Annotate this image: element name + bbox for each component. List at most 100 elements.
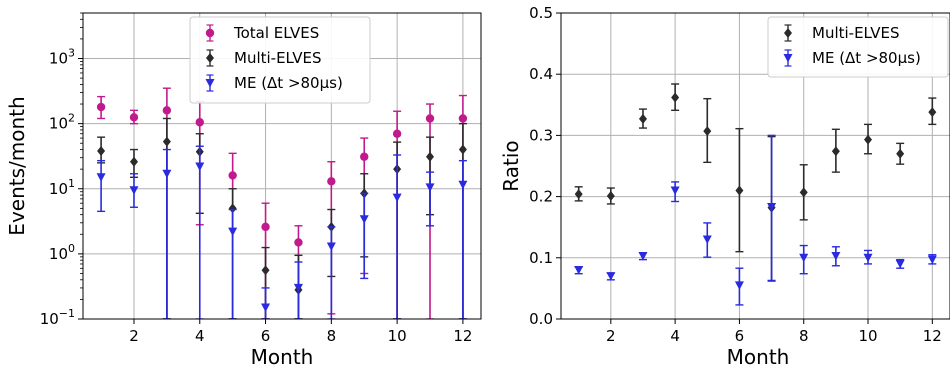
- right-axes-frame: [560, 12, 950, 320]
- right-series-1-point: [670, 186, 680, 195]
- right-series-0-point: [864, 134, 873, 145]
- left-series-2-point: [261, 303, 271, 313]
- right-series-0-point: [799, 187, 808, 198]
- left-x-tick-label: 12: [453, 327, 472, 345]
- left-series-2-point: [228, 227, 238, 237]
- right-y-axis-label: Ratio: [499, 140, 523, 191]
- right-series-0-point: [638, 113, 647, 124]
- left-series-0-point: [360, 152, 369, 161]
- right-series-0-point: [896, 148, 905, 159]
- right-y-tick-label: 0.3: [529, 126, 553, 144]
- right-series-1-point: [606, 272, 616, 281]
- left-x-tick-label: 8: [327, 327, 337, 345]
- left-series-0-point: [129, 113, 139, 122]
- left-y-tick-label: 10−1: [40, 307, 75, 328]
- left-series-0-point: [327, 177, 336, 186]
- right-series-1-point: [863, 253, 873, 263]
- right-series-0-point: [606, 190, 615, 201]
- right-series-1-point: [734, 281, 744, 290]
- right-legend-marker: [783, 54, 793, 63]
- left-series-0-point: [261, 222, 270, 232]
- left-series-2-point: [195, 162, 205, 171]
- left-legend-marker: [205, 79, 215, 88]
- right-y-tick-label: 0.5: [529, 4, 553, 22]
- left-series-1-point: [129, 156, 138, 167]
- left-series-0-point: [96, 102, 106, 112]
- right-series-0-point: [735, 185, 744, 196]
- right-legend-marker: [784, 28, 792, 38]
- left-series-0-point: [425, 114, 435, 123]
- left-series-1-point: [458, 144, 467, 155]
- right-series-1-point: [895, 259, 905, 269]
- left-series-1-point: [97, 146, 106, 157]
- left-legend-label: Total ELVES: [233, 24, 319, 42]
- right-y-tick-label: 0.0: [529, 310, 553, 328]
- left-series-0-point: [228, 171, 237, 180]
- left-series-2-point: [129, 186, 139, 195]
- left-y-tick-label: 103: [49, 47, 75, 68]
- right-series-1-point: [638, 251, 648, 261]
- right-x-tick-label: 8: [799, 327, 809, 345]
- right-legend-label: ME (Δt >80μs): [812, 49, 921, 67]
- left-y-tick-label: 102: [49, 112, 75, 133]
- left-y-tick-label: 101: [49, 177, 75, 198]
- right-x-tick-label: 4: [670, 327, 680, 345]
- right-x-axis-label: Month: [727, 345, 790, 369]
- left-series-2-point: [425, 183, 435, 192]
- left-legend-label: Multi-ELVES: [234, 49, 322, 67]
- left-legend-box: [189, 16, 371, 104]
- right-legend-label: Multi-ELVES: [812, 24, 900, 42]
- right-series-1-point: [927, 255, 937, 265]
- left-axes-frame: [82, 12, 482, 320]
- left-series-0-point: [162, 106, 172, 115]
- left-x-tick-label: 4: [195, 327, 205, 345]
- right-series-1-point: [574, 266, 584, 275]
- right-x-tick-label: 6: [735, 327, 745, 345]
- left-series-2-point: [162, 169, 172, 179]
- right-y-tick-label: 0.2: [529, 188, 553, 206]
- left-series-2-point: [326, 242, 336, 251]
- left-legend-label: ME (Δt >80μs): [234, 74, 343, 92]
- left-series-2-point: [96, 173, 106, 182]
- left-series-0-point: [195, 118, 204, 127]
- right-series-1-point: [702, 235, 712, 244]
- right-series-1-point: [799, 253, 809, 263]
- left-x-tick-label: 10: [388, 327, 407, 345]
- left-y-axis-label: Events/month: [5, 96, 29, 235]
- left-legend: Total ELVES Multi-ELVES ME (Δt >80μs): [189, 16, 371, 104]
- left-legend-marker: [205, 28, 215, 38]
- right-series-1-point: [831, 251, 841, 261]
- left-series-0-point: [458, 114, 468, 123]
- right-x-tick-label: 2: [606, 327, 616, 345]
- right-series-1-point: [767, 203, 777, 212]
- left-series-1-point: [426, 151, 435, 162]
- left-x-tick-label: 6: [261, 327, 271, 345]
- right-y-tick-label: 0.1: [529, 249, 553, 267]
- left-series-2-point: [293, 283, 303, 293]
- events-per-month-panel: 2 4 6 8 10 12 10−1 100 101 102 103 Month Events/mo…: [5, 12, 482, 369]
- left-series-2-point: [458, 180, 468, 190]
- left-series-2-point: [359, 215, 369, 224]
- left-y-tick-label: 100: [49, 242, 75, 263]
- right-x-tick-label: 10: [858, 327, 877, 345]
- left-series-0-point: [294, 238, 303, 247]
- right-y-tick-label: 0.4: [529, 65, 553, 83]
- ratio-panel: 2 4 6 8 10 12 0.0 0.1 0.2 0.3 0.4 0.5 Month Ratio M…: [499, 4, 950, 369]
- right-legend: Multi-ELVES ME (Δt >80μs): [767, 16, 949, 78]
- left-x-tick-label: 2: [129, 327, 139, 345]
- right-series-0-point: [671, 92, 680, 103]
- left-series-1-point: [261, 265, 270, 276]
- left-series-2-point: [392, 193, 402, 203]
- right-series-0-point: [831, 146, 840, 157]
- left-series-1-point: [228, 203, 237, 214]
- left-series-1-point: [162, 136, 171, 147]
- right-x-tick-label: 12: [923, 327, 942, 345]
- right-legend-box: [767, 16, 949, 78]
- right-series-0-point: [928, 107, 937, 118]
- left-x-axis-label: Month: [251, 345, 314, 369]
- left-legend-marker: [206, 53, 214, 63]
- right-series-0-point: [574, 189, 583, 200]
- right-series-0-point: [703, 126, 712, 137]
- left-series-0-point: [392, 129, 402, 138]
